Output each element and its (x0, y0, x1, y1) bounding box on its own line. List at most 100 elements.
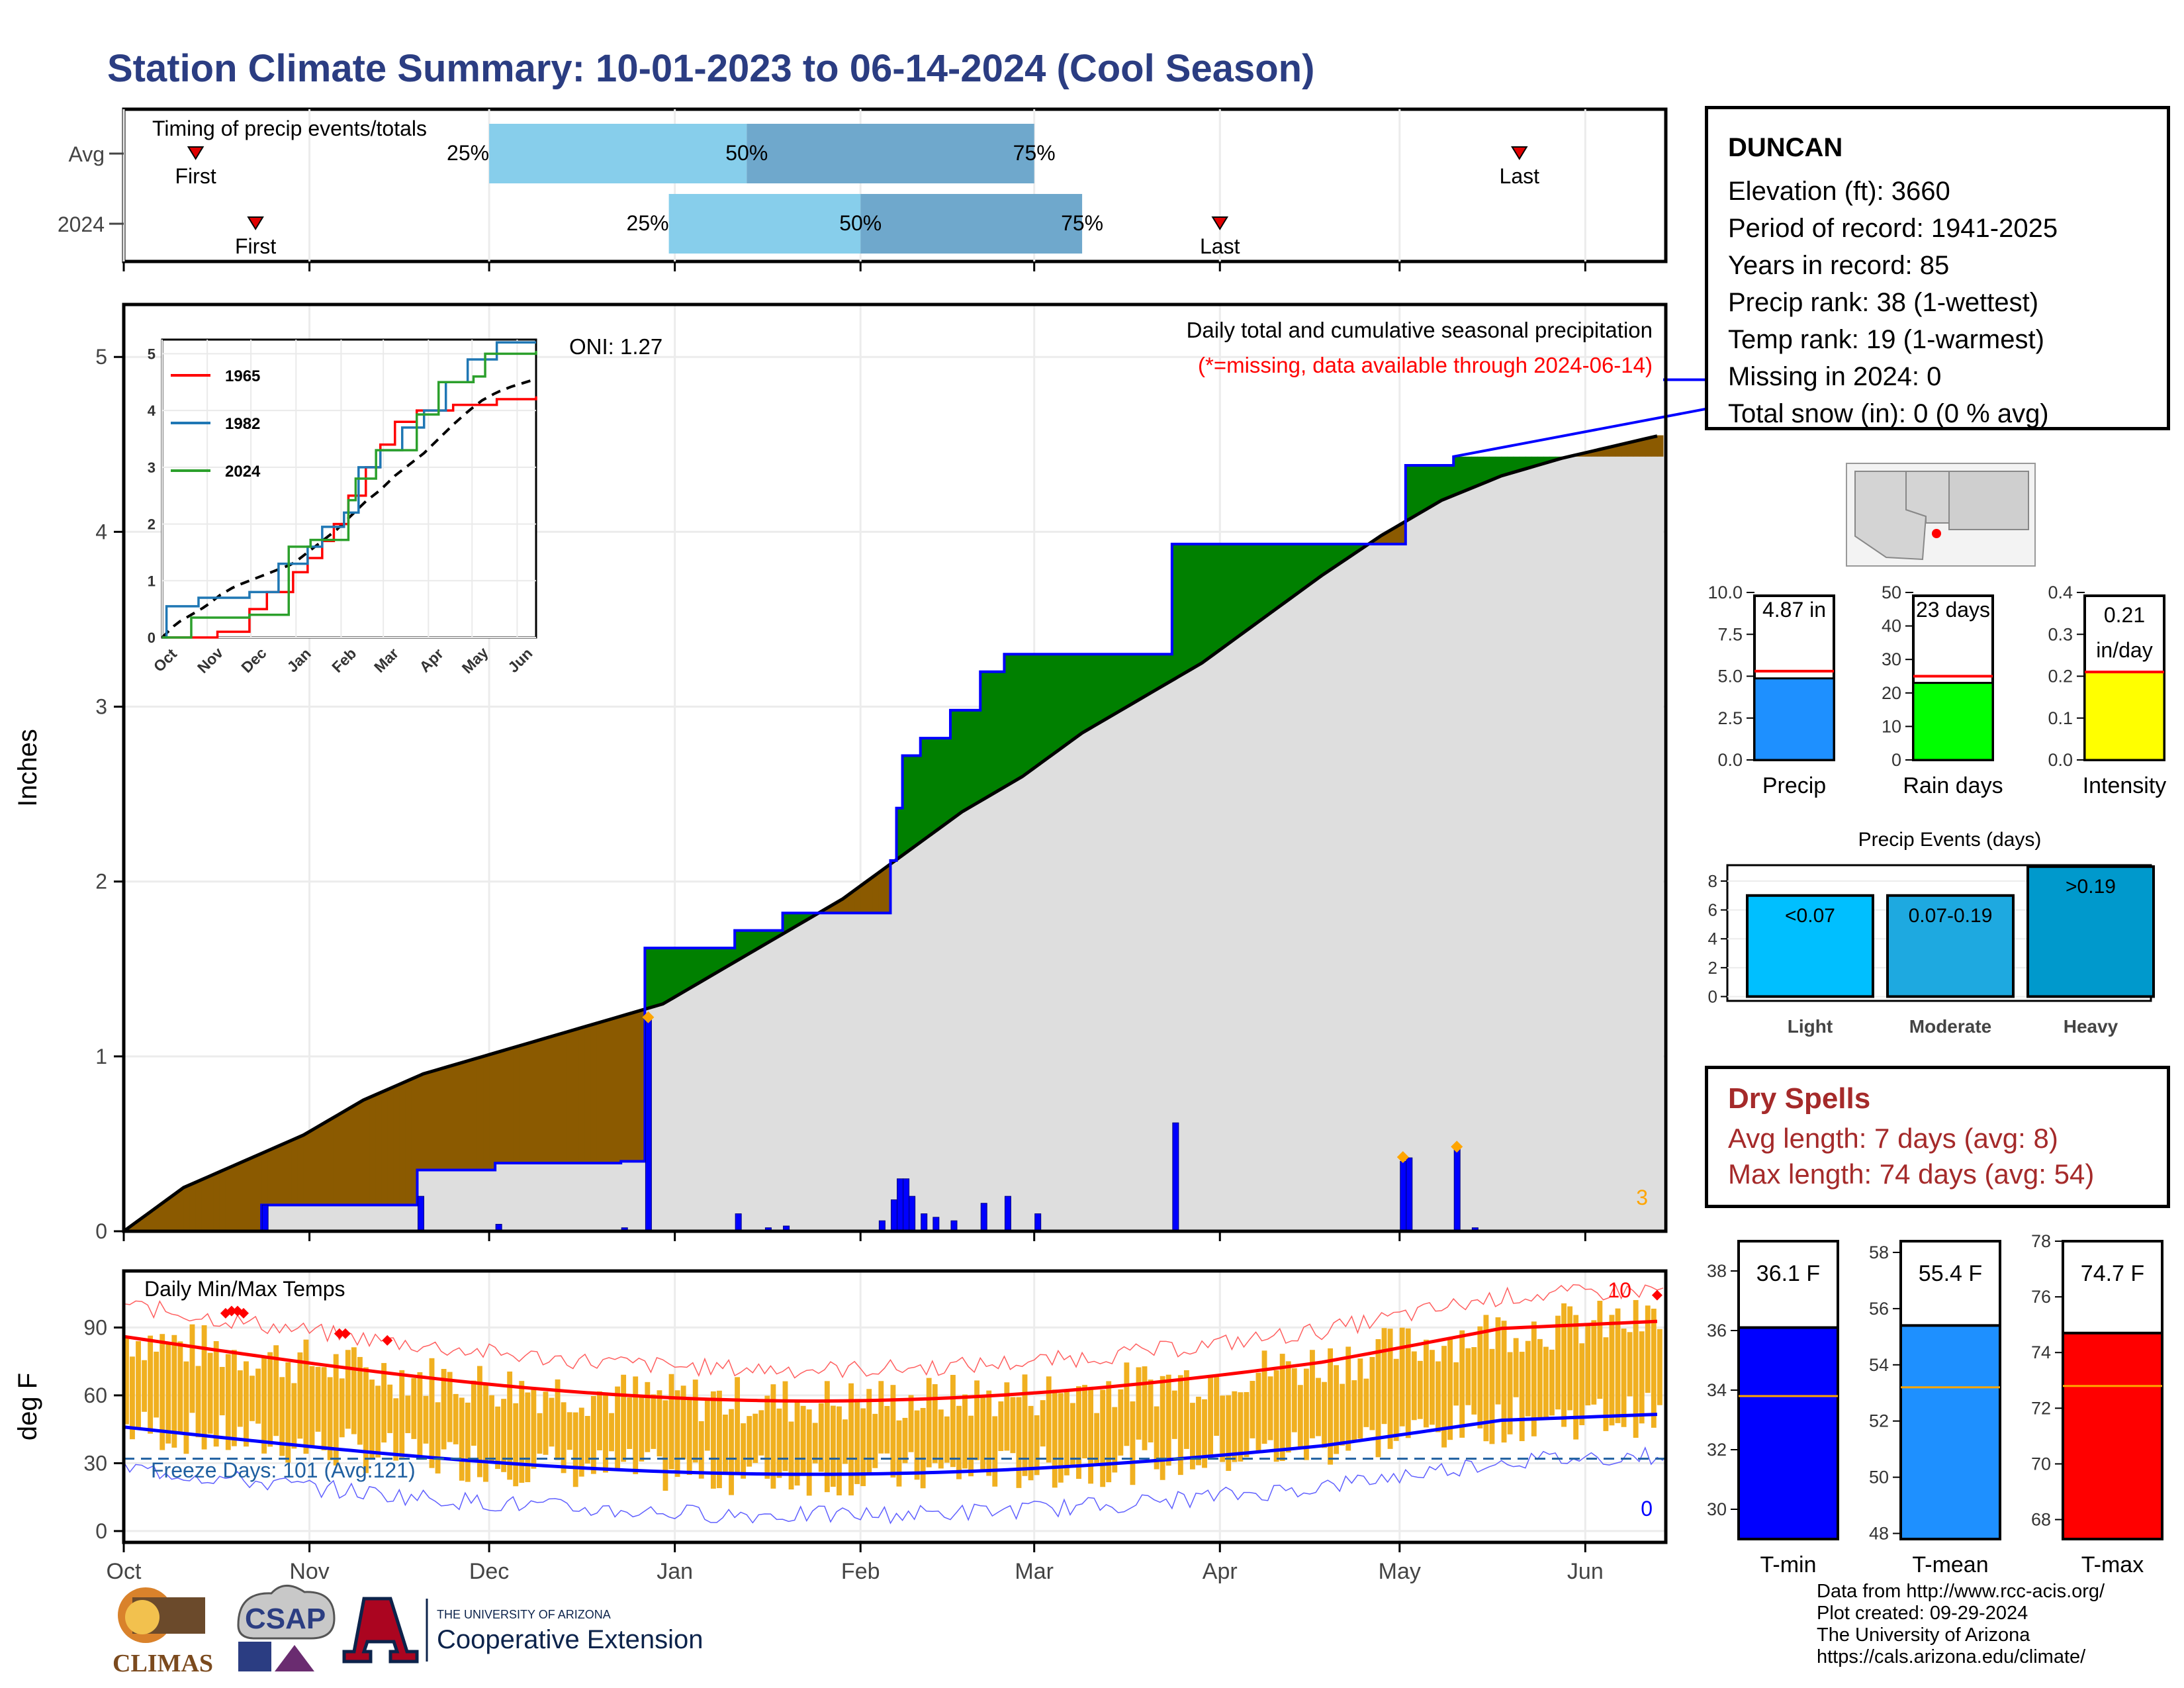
record-marker (382, 1335, 393, 1346)
obs-fill (1196, 665, 1203, 1231)
surplus-fill (651, 948, 658, 1007)
deficit-fill (507, 1048, 514, 1163)
surplus-fill (1316, 543, 1322, 578)
daily-temp-bar (1369, 1356, 1375, 1430)
deficit-fill (393, 1086, 400, 1205)
surplus-fill (950, 710, 957, 818)
extreme-marker (642, 1011, 655, 1023)
deficit-fill (189, 1184, 197, 1231)
obs-fill (621, 1161, 627, 1231)
obs-fill (1399, 543, 1406, 1232)
daily-temp-bar (369, 1380, 375, 1459)
surplus-fill (1405, 465, 1412, 520)
obs-fill (1010, 782, 1017, 1231)
oni-label: ONI: 1.27 (569, 334, 662, 359)
obs-fill (501, 1162, 508, 1231)
surplus-fill (1453, 456, 1460, 494)
surplus-fill (1255, 543, 1263, 622)
daily-temp-bar (1561, 1303, 1567, 1427)
daily-temp-bar (686, 1398, 692, 1476)
daily-temp-bar (794, 1401, 800, 1486)
daily-temp-bar (704, 1401, 710, 1451)
obs-fill (639, 1161, 645, 1231)
temp-summary-y-label: 34 (1707, 1380, 1727, 1400)
daily-temp-bar (1303, 1368, 1309, 1460)
obs-fill (842, 913, 849, 1231)
deficit-fill (555, 1034, 562, 1163)
obs-fill (549, 1162, 556, 1231)
event-bar-label: >0.19 (2066, 876, 2116, 898)
summary-y-label: 0.0 (1717, 750, 1743, 770)
daily-temp-bar (250, 1376, 255, 1421)
obs-fill (321, 1205, 328, 1231)
obs-fill (692, 984, 700, 1231)
daily-temp-bar (651, 1394, 657, 1449)
surplus-fill (938, 738, 945, 827)
obs-fill (1112, 714, 1118, 1231)
daily-temp-bar (824, 1381, 830, 1493)
obs-fill (1489, 479, 1496, 1232)
summary-y-label: 7.5 (1717, 624, 1743, 644)
surplus-fill (668, 948, 676, 999)
deficit-fill (872, 874, 879, 914)
temp-summary-label: T-min (1760, 1552, 1817, 1577)
daily-temp-bar (1627, 1332, 1633, 1397)
deficit-fill (327, 1119, 334, 1205)
surplus-fill (764, 930, 771, 943)
obs-fill (572, 1162, 580, 1231)
surplus-fill (1183, 543, 1191, 672)
daily-temp-bar (1165, 1374, 1171, 1466)
daily-precip-bar (980, 1203, 987, 1232)
obs-fill (1322, 573, 1328, 1231)
obs-fill (357, 1205, 364, 1231)
surplus-fill (710, 948, 717, 974)
timing-q25-label: 25% (447, 141, 489, 165)
obs-fill (686, 988, 694, 1231)
obs-fill (1273, 608, 1281, 1231)
daily-temp-bar (1148, 1380, 1154, 1443)
daily-temp-bar (974, 1380, 980, 1460)
daily-temp-bar (495, 1406, 500, 1470)
daily-temp-bar (674, 1390, 680, 1477)
surplus-fill (1435, 465, 1442, 502)
x-tick-label: Jan (657, 1559, 693, 1584)
daily-temp-bar (561, 1402, 567, 1474)
deficit-fill (339, 1112, 346, 1205)
obs-fill (651, 1006, 658, 1231)
daily-temp-bar (1100, 1389, 1106, 1487)
obs-fill (309, 1205, 316, 1231)
x-tick-label: Oct (107, 1559, 142, 1584)
daily-temp-bar (189, 1324, 195, 1413)
daily-temp-bar (986, 1390, 992, 1476)
timing-bar-25-50 (668, 194, 861, 254)
summary-y-label: 40 (1882, 616, 1901, 636)
deficit-fill (1597, 449, 1604, 457)
daily-temp-bar (237, 1370, 243, 1427)
surplus-fill (1250, 543, 1257, 626)
station-precip-rank: Precip rank: 38 (1-wettest) (1728, 288, 2039, 317)
station-name: DUNCAN (1728, 133, 1843, 162)
daily-temp-bar (1010, 1397, 1016, 1454)
obs-fill (890, 861, 897, 1231)
dry-spells-box: Dry Spells Avg length: 7 days (avg: 8) M… (1705, 1066, 2170, 1208)
deficit-fill (567, 1031, 574, 1163)
daily-temp-bar (878, 1381, 884, 1454)
first-marker (247, 216, 264, 230)
surplus-fill (986, 671, 993, 796)
last-label: Last (1500, 164, 1540, 188)
obs-fill (1561, 457, 1568, 1231)
daily-temp-bar (1531, 1321, 1537, 1436)
obs-fill (1459, 491, 1466, 1231)
obs-fill (369, 1205, 376, 1231)
daily-precip-bar (735, 1213, 742, 1232)
deficit-fill (609, 1019, 615, 1163)
daily-temp-bar (1411, 1351, 1417, 1421)
obs-fill (1411, 516, 1418, 1232)
obs-fill (1369, 543, 1377, 1232)
obs-fill (824, 913, 831, 1231)
obs-fill (363, 1205, 370, 1231)
daily-temp-bar (657, 1390, 662, 1457)
obs-fill (1171, 679, 1179, 1231)
surplus-fill (1177, 543, 1185, 675)
daily-temp-bar (1232, 1391, 1238, 1462)
